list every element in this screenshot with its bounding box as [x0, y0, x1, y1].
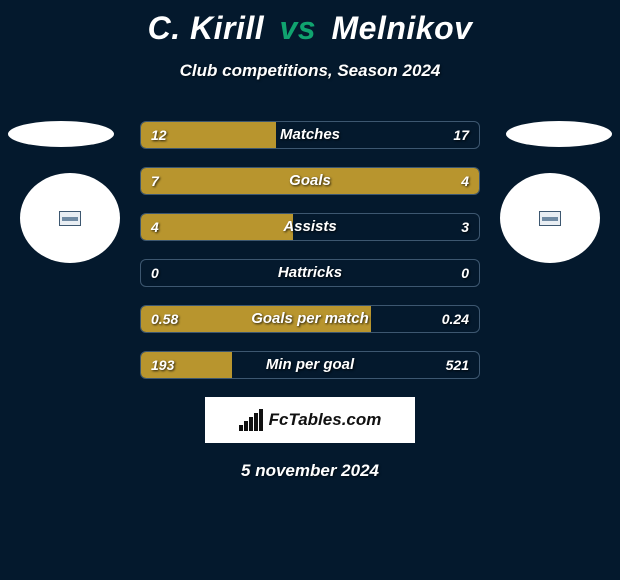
player1-name: C. Kirill — [148, 10, 265, 46]
stat-label: Goals per match — [141, 306, 479, 332]
flag-icon — [59, 211, 81, 226]
comparison-panel: 12Matches177Goals44Assists30Hattricks00.… — [0, 121, 620, 481]
page-title: C. Kirill vs Melnikov — [0, 0, 620, 47]
stat-value-right: 17 — [453, 122, 469, 148]
stat-row: 0Hattricks0 — [140, 259, 480, 287]
vs-label: vs — [280, 10, 317, 46]
player1-club-badge-flat — [8, 121, 114, 147]
player2-name: Melnikov — [331, 10, 472, 46]
stat-bars: 12Matches177Goals44Assists30Hattricks00.… — [140, 121, 480, 379]
stat-row: 12Matches17 — [140, 121, 480, 149]
brand-box: FcTables.com — [205, 397, 415, 443]
brand-chart-icon — [239, 409, 263, 431]
stat-label: Matches — [141, 122, 479, 148]
stat-row: 4Assists3 — [140, 213, 480, 241]
player2-country-badge — [500, 173, 600, 263]
stat-value-right: 521 — [446, 352, 469, 378]
stat-row: 193Min per goal521 — [140, 351, 480, 379]
stat-label: Goals — [141, 168, 479, 194]
stat-label: Hattricks — [141, 260, 479, 286]
flag-icon — [539, 211, 561, 226]
player2-club-badge-flat — [506, 121, 612, 147]
stat-row: 0.58Goals per match0.24 — [140, 305, 480, 333]
player1-country-badge — [20, 173, 120, 263]
date-label: 5 november 2024 — [0, 461, 620, 481]
brand-text: FcTables.com — [269, 410, 382, 430]
stat-value-right: 0.24 — [442, 306, 469, 332]
stat-value-right: 4 — [461, 168, 469, 194]
subtitle: Club competitions, Season 2024 — [0, 61, 620, 81]
stat-value-right: 0 — [461, 260, 469, 286]
stat-value-right: 3 — [461, 214, 469, 240]
stat-row: 7Goals4 — [140, 167, 480, 195]
stat-label: Assists — [141, 214, 479, 240]
stat-label: Min per goal — [141, 352, 479, 378]
